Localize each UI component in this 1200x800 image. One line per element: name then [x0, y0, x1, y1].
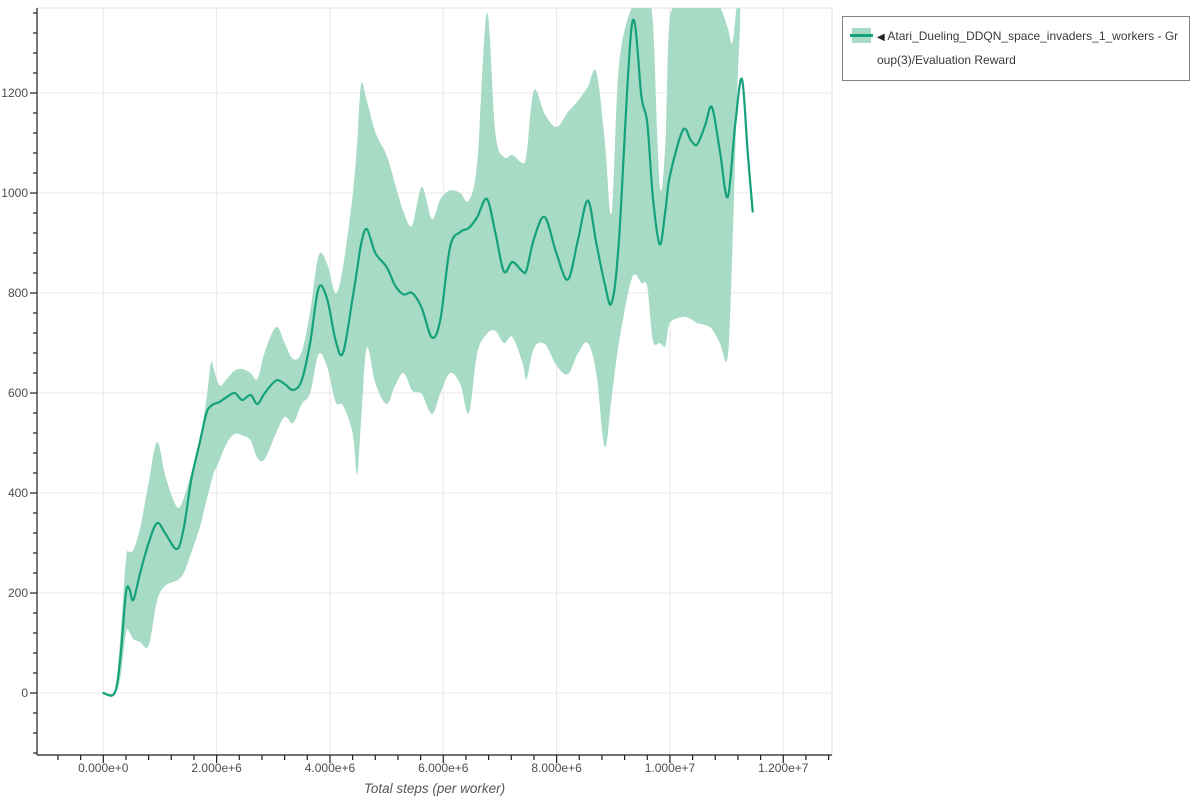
x-tick-label: 8.000e+6 [531, 761, 582, 775]
x-tick-label: 2.000e+6 [191, 761, 242, 775]
legend-entry[interactable]: ◀ Atari_Dueling_DDQN_space_invaders_1_wo… [877, 25, 1181, 71]
legend[interactable]: ◀ Atari_Dueling_DDQN_space_invaders_1_wo… [842, 16, 1190, 81]
y-tick-label: 1200 [1, 86, 28, 100]
x-tick-label: 6.000e+6 [418, 761, 469, 775]
plot-area[interactable] [37, 8, 832, 755]
y-tick-label: 600 [8, 386, 28, 400]
std-band [103, 8, 741, 698]
collapse-arrow-icon[interactable]: ◀ [877, 32, 885, 43]
legend-swatch-icon [850, 28, 873, 43]
mean-line [102, 18, 754, 697]
y-tick-label: 0 [21, 686, 28, 700]
x-axis-title: Total steps (per worker) [364, 781, 505, 796]
legend-swatch-line-icon [850, 34, 873, 37]
legend-label: Atari_Dueling_DDQN_space_invaders_1_work… [877, 29, 1179, 67]
series-group [102, 8, 754, 698]
x-tick-label: 4.000e+6 [305, 761, 356, 775]
y-tick-label: 400 [8, 486, 28, 500]
y-tick-label: 200 [8, 586, 28, 600]
x-tick-label: 1.200e+7 [758, 761, 809, 775]
x-tick-label: 0.000e+0 [78, 761, 129, 775]
y-tick-label: 800 [8, 286, 28, 300]
y-tick-label: 1000 [1, 186, 28, 200]
x-tick-label: 1.000e+7 [645, 761, 696, 775]
